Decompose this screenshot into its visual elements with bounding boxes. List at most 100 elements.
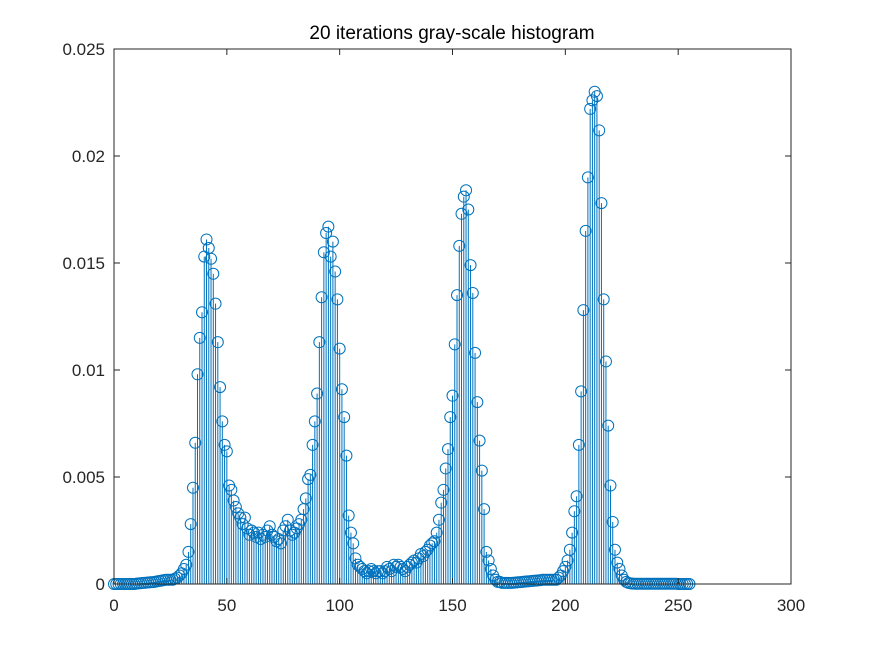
stem-marker [263,520,276,533]
stem-marker [173,569,186,582]
stem-marker [563,543,576,556]
stem-marker [256,528,269,541]
stem-lines [136,91,677,584]
stem-marker [566,526,579,539]
stem-marker [423,539,436,552]
stem-marker [245,524,258,537]
stem-marker [611,556,624,569]
stem-marker [193,331,206,344]
stem-marker [209,297,222,310]
stem-marker [324,250,337,263]
stem-markers [108,85,696,590]
stem-marker [342,509,355,522]
stem-marker [620,575,633,588]
stem-marker [322,220,335,233]
stem-marker [196,306,209,319]
x-tick-label: 100 [325,596,353,615]
chart-title: 20 iterations gray-scale histogram [309,23,594,44]
stem-marker [435,496,448,509]
stem-marker [439,462,452,475]
stem-marker [480,545,493,558]
stem-marker [333,342,346,355]
y-tick-label: 0.015 [62,254,105,273]
x-tick-label: 250 [664,596,692,615]
stem-marker [446,389,459,402]
stem-marker [444,411,457,424]
stem-marker [419,545,432,558]
stem-marker [180,558,193,571]
stem-marker [207,267,220,280]
stem-marker [351,558,364,571]
stem-marker [326,235,339,248]
x-tick-label: 150 [438,596,466,615]
stem-marker [552,571,565,584]
stem-marker [403,558,416,571]
stem-marker [317,246,330,259]
stem-marker [331,293,344,306]
stem-marker [550,573,563,586]
stem-marker [184,518,197,531]
stem-marker [376,567,389,580]
stem-marker [306,438,319,451]
stem-marker [279,520,292,533]
stem-marker [577,304,590,317]
stem-marker [186,481,199,494]
stem-marker [575,385,588,398]
stem-marker [329,265,342,278]
stem-marker [455,207,468,220]
stem-marker [559,560,572,573]
stem-marker [581,171,594,184]
stem-marker [313,336,326,349]
stem-marker [478,503,491,516]
stem-marker [462,203,475,216]
stem-marker [595,197,608,210]
stem-marker [457,190,470,203]
stem-marker [482,554,495,567]
x-tick-label: 300 [777,596,805,615]
stem-marker [441,443,454,456]
stem-marker [304,468,317,481]
stem-marker [265,528,278,541]
stem-marker [466,286,479,299]
stem-marker [205,252,218,265]
y-tick-label: 0 [96,575,105,594]
stem-marker [365,563,378,576]
stem-marker [602,419,615,432]
stem-marker [608,543,621,556]
stem-marker [426,537,439,550]
stem-marker [432,513,445,526]
stem-marker [405,556,418,569]
x-tick-label: 50 [217,596,236,615]
stem-marker [428,535,441,548]
y-tick-label: 0.01 [72,361,105,380]
stem-marker [381,560,394,573]
stem-marker [211,336,224,349]
stem-marker [599,355,612,368]
stem-marker [484,563,497,576]
stem-marker [473,434,486,447]
y-tick-label: 0.005 [62,468,105,487]
stem-marker [234,511,247,524]
stem-marker [308,415,321,428]
stem-marker [464,259,477,272]
stem-marker [320,227,333,240]
stem-marker [430,526,443,539]
stem-marker [286,528,299,541]
stem-marker [335,383,348,396]
stem-marker [579,224,592,237]
stem-marker [460,184,473,197]
stem-marker [604,479,617,492]
x-tick-label: 0 [109,596,118,615]
stem-marker [471,396,484,409]
x-axis-ticks: 0 50 100 150 200 250 300 [109,49,805,615]
stem-marker [311,387,324,400]
stem-marker [606,515,619,528]
stem-marker [218,438,231,451]
stem-marker [229,500,242,513]
stem-marker [220,445,233,458]
stem-marker [451,289,464,302]
stem-marker [274,537,287,550]
x-tick-label: 200 [551,596,579,615]
